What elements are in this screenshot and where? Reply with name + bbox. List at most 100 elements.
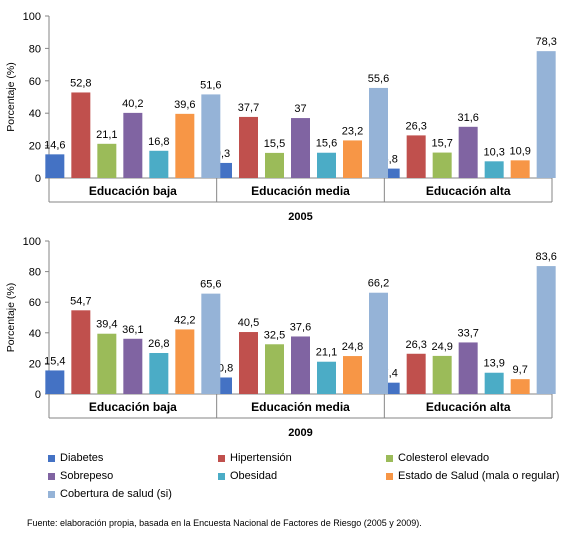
panel-title-2009: 2009 — [288, 427, 312, 439]
bar-2009-obesidad-educacion-media — [317, 361, 336, 394]
legend-label-colesterol: Colesterol elevado — [398, 452, 490, 464]
data-label-2009-cobertura-de-salud-si-educacion-media: 66,2 — [368, 278, 389, 290]
bar-2005-colesterol-elevado-educacion-baja — [97, 143, 117, 178]
bar-2005-estado-de-salud-mala-o-regular-educacion-media — [343, 140, 362, 178]
category-label-2009-educacion-alta: Educación alta — [426, 400, 511, 414]
legend-swatch-sobrepeso — [48, 472, 55, 480]
data-label-2009-hipertension-educacion-alta: 26,3 — [405, 339, 426, 351]
bar-2005-sobrepeso-educacion-baja — [123, 112, 143, 178]
bar-2005-obesidad-educacion-baja — [149, 150, 169, 178]
data-label-2009-estado-de-salud-mala-o-regular-educacion-alta: 9,7 — [513, 364, 528, 376]
data-label-2009-estado-de-salud-mala-o-regular-educacion-baja: 42,2 — [174, 314, 195, 326]
bar-2005-hipertension-educacion-alta — [406, 135, 426, 178]
data-label-2005-sobrepeso-educacion-baja: 40,2 — [122, 98, 143, 110]
data-label-2005-cobertura-de-salud-si-educacion-alta: 78,3 — [535, 36, 556, 48]
y-tick-label-2009-80: 80 — [29, 267, 41, 279]
bar-2009-obesidad-educacion-alta — [484, 372, 504, 394]
source-note: Fuente: elaboración propia, basada en la… — [27, 518, 422, 528]
data-label-2005-obesidad-educacion-media: 15,6 — [316, 138, 337, 150]
legend-label-estado-salud: Estado de Salud (mala o regular) — [398, 470, 560, 482]
data-label-2005-estado-de-salud-mala-o-regular-educacion-media: 23,2 — [342, 125, 363, 137]
data-label-2009-cobertura-de-salud-si-educacion-baja: 65,6 — [200, 279, 221, 291]
bar-2005-estado-de-salud-mala-o-regular-educacion-alta — [510, 160, 530, 178]
bar-2009-estado-de-salud-mala-o-regular-educacion-baja — [175, 329, 195, 394]
data-label-2009-diabetes-educacion-baja: 15,4 — [44, 355, 65, 367]
category-label-2009-educacion-baja: Educación baja — [89, 400, 177, 414]
legend-label-diabetes: Diabetes — [60, 452, 104, 464]
y-tick-label-2009-100: 100 — [23, 236, 41, 248]
bar-2005-cobertura-de-salud-si-educacion-alta — [536, 51, 556, 178]
bar-2009-estado-de-salud-mala-o-regular-educacion-alta — [510, 379, 530, 394]
y-tick-label-2009-60: 60 — [29, 297, 41, 309]
legend-item-cobertura: Cobertura de salud (si) — [48, 488, 172, 500]
data-label-2009-estado-de-salud-mala-o-regular-educacion-media: 24,8 — [342, 341, 363, 353]
legend-label-hipertension: Hipertensión — [230, 452, 292, 464]
bar-2009-diabetes-educacion-baja — [45, 370, 65, 394]
legend-swatch-cobertura — [48, 490, 55, 498]
y-tick-label-2009-40: 40 — [29, 328, 41, 340]
legend-swatch-colesterol — [386, 454, 393, 462]
data-label-2009-colesterol-elevado-educacion-media: 32,5 — [264, 329, 285, 341]
bar-2005-cobertura-de-salud-si-educacion-baja — [201, 94, 221, 178]
bar-2005-hipertension-educacion-media — [239, 116, 258, 178]
bar-2009-hipertension-educacion-alta — [406, 353, 426, 394]
data-label-2005-hipertension-educacion-alta: 26,3 — [405, 120, 426, 132]
legend-item-diabetes: Diabetes — [48, 452, 103, 464]
data-label-2005-estado-de-salud-mala-o-regular-educacion-baja: 39,6 — [174, 99, 195, 111]
bar-2005-colesterol-elevado-educacion-media — [265, 152, 284, 178]
category-label-2005-educacion-baja: Educación baja — [89, 184, 177, 198]
y-tick-label-2005-60: 60 — [29, 76, 41, 88]
data-label-2005-cobertura-de-salud-si-educacion-media: 55,6 — [368, 73, 389, 85]
data-label-2009-hipertension-educacion-baja: 54,7 — [70, 295, 91, 307]
data-label-2005-colesterol-elevado-educacion-baja: 21,1 — [96, 129, 117, 141]
data-label-2009-sobrepeso-educacion-media: 37,6 — [290, 321, 311, 333]
data-label-2009-obesidad-educacion-alta: 13,9 — [483, 358, 504, 370]
bar-2005-hipertension-educacion-baja — [71, 92, 91, 178]
data-label-2009-sobrepeso-educacion-baja: 36,1 — [122, 324, 143, 336]
bar-2009-cobertura-de-salud-si-educacion-baja — [201, 293, 221, 394]
y-axis-title-2005: Porcentaje (%) — [5, 62, 17, 131]
category-label-2005-educacion-alta: Educación alta — [426, 184, 511, 198]
bar-2005-diabetes-educacion-alta — [380, 168, 400, 178]
data-label-2005-colesterol-elevado-educacion-alta: 15,7 — [431, 138, 452, 150]
bar-2009-cobertura-de-salud-si-educacion-alta — [536, 266, 556, 394]
bar-2009-colesterol-elevado-educacion-alta — [432, 355, 452, 394]
bar-2005-estado-de-salud-mala-o-regular-educacion-baja — [175, 113, 195, 178]
data-label-2005-cobertura-de-salud-si-educacion-baja: 51,6 — [200, 79, 221, 91]
y-tick-label-2005-20: 20 — [29, 141, 41, 153]
data-label-2005-estado-de-salud-mala-o-regular-educacion-alta: 10,9 — [509, 145, 530, 157]
y-tick-label-2005-100: 100 — [23, 11, 41, 23]
legend-swatch-hipertension — [218, 454, 225, 462]
data-label-2005-sobrepeso-educacion-alta: 31,6 — [457, 112, 478, 124]
data-label-2005-sobrepeso-educacion-media: 37 — [294, 103, 306, 115]
bar-2005-cobertura-de-salud-si-educacion-media — [369, 87, 388, 178]
bar-2005-sobrepeso-educacion-media — [291, 118, 310, 178]
bar-2005-diabetes-educacion-baja — [45, 154, 65, 178]
y-tick-label-2005-40: 40 — [29, 108, 41, 120]
legend-swatch-obesidad — [218, 472, 225, 480]
bar-2009-sobrepeso-educacion-baja — [123, 338, 143, 394]
legend-label-cobertura: Cobertura de salud (si) — [60, 488, 172, 500]
bar-2009-sobrepeso-educacion-alta — [458, 342, 478, 394]
bar-2005-sobrepeso-educacion-alta — [458, 126, 478, 178]
bar-2005-obesidad-educacion-media — [317, 152, 336, 178]
data-label-2005-obesidad-educacion-alta: 10,3 — [483, 146, 504, 158]
legend-item-hipertension: Hipertensión — [218, 452, 292, 464]
legend-label-sobrepeso: Sobrepeso — [60, 470, 114, 482]
data-label-2009-obesidad-educacion-baja: 26,8 — [148, 338, 169, 350]
legend-label-obesidad: Obesidad — [230, 470, 278, 482]
data-label-2005-obesidad-educacion-baja: 16,8 — [148, 136, 169, 148]
bar-2009-obesidad-educacion-baja — [149, 352, 169, 394]
data-label-2009-colesterol-elevado-educacion-baja: 39,4 — [96, 319, 117, 331]
data-label-2009-obesidad-educacion-media: 21,1 — [316, 347, 337, 359]
data-label-2009-cobertura-de-salud-si-educacion-alta: 83,6 — [535, 251, 556, 263]
category-label-2009-educacion-media: Educación media — [251, 400, 350, 414]
data-label-2005-diabetes-educacion-baja: 14,6 — [44, 139, 65, 151]
legend-item-colesterol: Colesterol elevado — [386, 452, 489, 464]
legend-item-obesidad: Obesidad — [218, 470, 277, 482]
bar-2009-cobertura-de-salud-si-educacion-media — [369, 292, 388, 394]
category-label-2005-educacion-media: Educación media — [251, 184, 350, 198]
data-label-2005-hipertension-educacion-baja: 52,8 — [70, 77, 91, 89]
bar-2005-obesidad-educacion-alta — [484, 161, 504, 178]
